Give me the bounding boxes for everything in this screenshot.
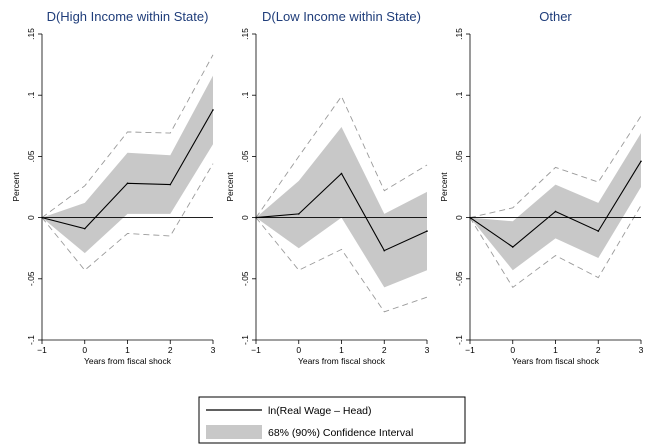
y-tick-label: -.05 [26,271,36,286]
x-tick-label: 2 [168,345,173,355]
y-tick-label: .15 [454,28,464,40]
y-tick-label: .05 [26,150,36,162]
legend-band-swatch [206,425,262,439]
y-tick-label: .15 [240,28,250,40]
series-point [212,109,214,111]
y-tick-label: .05 [240,150,250,162]
panel-3: Other -.1 -.05 0 .05 .1 .15 −1 0 1 2 3 Years from fi… [439,9,644,366]
confidence-bound-90-lower [255,217,428,313]
x-tick-label: 0 [82,345,87,355]
x-tick-label: −1 [37,345,47,355]
series-point [169,183,172,186]
y-tick-label: .1 [454,91,464,98]
x-tick-label: 0 [296,345,301,355]
y-tick-label: 0 [240,215,250,220]
confidence-band-68 [42,75,213,254]
panel-1: D(High Income within State) -.1 -.05 0 .05 .1… [11,9,216,366]
series-point [383,249,386,252]
series-point [597,230,600,232]
series-point [126,182,129,185]
confidence-bound-90-upper [41,54,214,218]
y-tick-label: 0 [454,215,464,220]
x-tick-label: 0 [510,345,515,355]
x-axis-label: Years from fiscal shock [84,356,172,366]
x-tick-label: 3 [211,345,216,355]
x-tick-label: −1 [251,345,261,355]
y-tick-label: -.1 [454,335,464,345]
y-axis-label: Percent [225,172,235,202]
confidence-band-68 [470,133,641,271]
y-tick-label: -.1 [26,335,36,345]
legend-line-label: ln(Real Wage – Head) [268,405,372,417]
y-tick-label: .1 [240,91,250,98]
series-point [640,160,642,163]
y-axis-label: Percent [439,172,449,202]
series-point [83,227,86,230]
legend-band-label: 68% (90%) Confidence Interval [268,427,413,439]
y-tick-label: .05 [454,150,464,162]
series-point [297,213,300,215]
panel-2: D(Low Income within State) -.1 -.05 0 .05 .1.… [225,9,430,366]
x-axis-label: Years from fiscal shock [512,356,600,366]
x-tick-label: 2 [596,345,601,355]
series-point [554,210,557,213]
panel-title: D(High Income within State) [47,9,209,24]
y-tick-label: .1 [26,91,36,98]
series-point [511,246,514,248]
y-tick-label: -.05 [240,271,250,286]
x-tick-label: 3 [639,345,644,355]
y-tick-label: 0 [26,215,36,220]
x-tick-label: 2 [382,345,387,355]
x-tick-label: 3 [425,345,430,355]
x-axis-label: Years from fiscal shock [298,356,386,366]
confidence-band-68 [256,127,427,288]
confidence-bound-90-lower [469,205,642,289]
x-tick-label: −1 [465,345,475,355]
y-tick-label: -.05 [454,271,464,286]
confidence-bound-90-upper [469,115,642,219]
series-point [340,172,343,175]
x-tick-label: 1 [339,345,344,355]
y-tick-label: -.1 [240,335,250,345]
legend: ln(Real Wage – Head) 68% (90%) Confidenc… [198,396,466,444]
series-point [426,230,428,232]
y-tick-label: .15 [26,28,36,40]
panels: D(High Income within State) -.1 -.05 0 .05 .1… [11,9,644,366]
y-axis-label: Percent [11,172,21,202]
x-tick-label: 1 [125,345,130,355]
confidence-bound-90-lower [41,163,214,271]
x-tick-label: 1 [553,345,558,355]
panel-title: D(Low Income within State) [262,9,421,24]
panel-title: Other [539,9,572,24]
